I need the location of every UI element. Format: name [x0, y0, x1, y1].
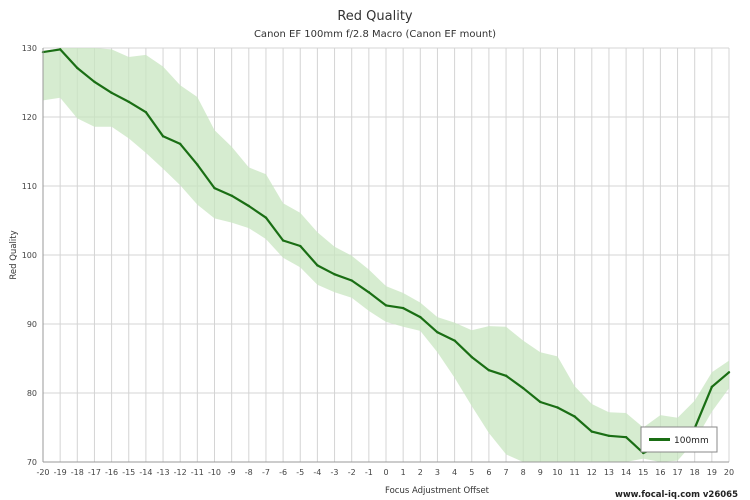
quality-range-band — [43, 48, 729, 462]
data-point — [127, 100, 130, 104]
x-tick-label: -11 — [191, 468, 204, 477]
x-tick-label: -6 — [279, 468, 287, 477]
data-point — [384, 304, 388, 307]
x-tick-label: -16 — [105, 468, 118, 477]
x-tick-label: 11 — [570, 468, 580, 477]
y-tick-label: 100 — [22, 251, 37, 260]
x-tick-label: 15 — [638, 468, 648, 477]
footer-credit: www.focal-iq.com v26065 — [615, 490, 738, 500]
data-point — [539, 400, 542, 404]
x-tick-label: 6 — [486, 468, 491, 477]
data-point — [556, 406, 559, 409]
data-point — [487, 369, 491, 372]
x-tick-label: 8 — [521, 468, 526, 477]
x-tick-label: -20 — [36, 468, 49, 477]
y-tick-label: 110 — [22, 182, 37, 191]
x-tick-label: -12 — [174, 468, 187, 477]
data-point — [727, 371, 731, 374]
x-tick-label: 18 — [690, 468, 700, 477]
y-tick-label: 90 — [27, 320, 37, 329]
x-tick-label: 9 — [538, 468, 543, 477]
data-point — [350, 279, 353, 282]
x-tick-label: -18 — [71, 468, 84, 477]
x-tick-label: 17 — [672, 468, 682, 477]
y-tick-label: 70 — [27, 458, 37, 467]
x-tick-label: 2 — [418, 468, 423, 477]
x-tick-label: -17 — [88, 468, 101, 477]
data-point — [247, 204, 250, 208]
grid — [42, 47, 730, 463]
x-tick-label: 16 — [655, 468, 665, 477]
x-tick-label: -7 — [262, 468, 270, 477]
x-tick-label: -13 — [157, 468, 170, 477]
data-point — [436, 331, 439, 334]
data-point — [590, 430, 593, 433]
series-band — [43, 48, 729, 462]
x-tick-label: -15 — [122, 468, 135, 477]
y-axis-label: Red Quality — [9, 230, 19, 279]
legend: 100mm — [640, 426, 718, 453]
data-point — [93, 80, 96, 84]
x-tick-label: 13 — [604, 468, 614, 477]
x-tick-label: 7 — [504, 468, 509, 477]
x-tick-label: 14 — [621, 468, 631, 477]
x-tick-label: 10 — [552, 468, 562, 477]
data-point — [144, 110, 148, 114]
x-tick-label: -14 — [139, 468, 152, 477]
x-tick-label: 12 — [587, 468, 597, 477]
x-tick-label: 5 — [469, 468, 474, 477]
data-point — [367, 291, 371, 294]
axes: -20 -19 -18 -17 -16 -15 -14 -13 -12 -11 -10 -9 -8 -7-… — [22, 44, 734, 477]
data-point — [624, 435, 628, 439]
x-tick-label: -19 — [54, 468, 67, 477]
x-axis-label: Focus Adjustment Offset — [385, 486, 490, 496]
x-tick-label: 3 — [435, 468, 440, 477]
y-tick-label: 120 — [22, 113, 37, 122]
x-tick-label: 20 — [724, 468, 734, 477]
x-tick-label: 0 — [383, 468, 388, 477]
x-tick-label: 1 — [401, 468, 406, 477]
x-tick-label: 19 — [707, 468, 717, 477]
data-point — [316, 264, 319, 267]
x-tick-label: -1 — [365, 468, 373, 477]
data-point — [58, 48, 62, 51]
x-tick-label: -3 — [331, 468, 339, 477]
data-point — [710, 385, 714, 388]
chart-subtitle: Canon EF 100mm f/2.8 Macro (Canon EF mou… — [254, 29, 496, 40]
data-point — [419, 315, 422, 319]
data-point — [264, 216, 268, 219]
x-tick-label: -8 — [245, 468, 253, 477]
x-tick-label: -9 — [228, 468, 236, 477]
x-tick-label: 4 — [452, 468, 457, 477]
data-point — [333, 273, 336, 276]
data-point — [522, 386, 525, 390]
data-point — [573, 415, 576, 418]
data-point — [230, 194, 233, 197]
data-point — [453, 339, 456, 342]
x-tick-label: -4 — [313, 468, 321, 477]
data-point — [76, 66, 79, 70]
chart-title: Red Quality — [337, 9, 413, 24]
x-tick-label: -5 — [296, 468, 304, 477]
x-tick-label: -2 — [348, 468, 356, 477]
data-point — [299, 244, 302, 248]
data-point — [504, 374, 508, 377]
y-tick-label: 130 — [22, 44, 37, 53]
legend-label: 100mm — [674, 436, 709, 446]
data-point — [401, 306, 405, 310]
data-point — [607, 434, 611, 437]
data-point — [196, 163, 199, 166]
data-point — [213, 186, 216, 190]
data-point — [110, 91, 113, 95]
data-point — [281, 239, 285, 242]
data-point — [179, 142, 182, 146]
y-tick-label: 80 — [27, 389, 37, 398]
data-point — [470, 355, 473, 359]
x-tick-label: -10 — [208, 468, 221, 477]
data-point — [161, 135, 165, 138]
